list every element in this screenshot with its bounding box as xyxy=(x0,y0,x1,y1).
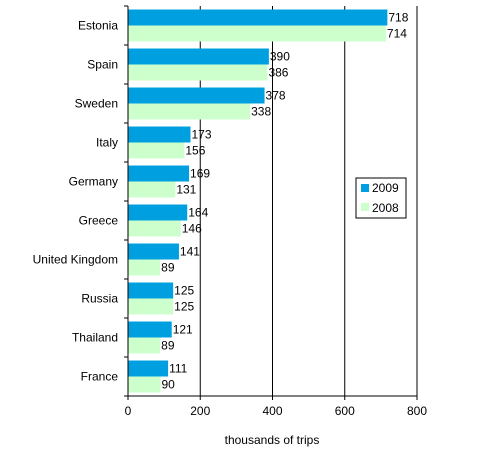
bar-sweden-2008 xyxy=(128,103,251,120)
category-label-germany: Germany xyxy=(69,175,118,189)
bar-france-2008 xyxy=(128,376,161,393)
bar-france-2009 xyxy=(128,360,169,377)
value-label-russia-2008: 125 xyxy=(174,300,194,314)
value-label-greece-2009: 164 xyxy=(188,206,208,220)
x-tick-label-800: 800 xyxy=(407,404,427,418)
value-labels: 718 714 390 386 378 338 173 156 169 131 164 146 141 8… xyxy=(161,11,409,392)
value-label-united-kingdom-2008: 89 xyxy=(161,261,175,275)
category-label-italy: Italy xyxy=(96,136,118,150)
category-label-spain: Spain xyxy=(87,58,118,72)
value-label-germany-2009: 169 xyxy=(190,167,210,181)
category-label-france: France xyxy=(81,370,119,384)
category-label-greece: Greece xyxy=(79,214,119,228)
bar-estonia-2009 xyxy=(128,9,388,26)
value-label-estonia-2008: 714 xyxy=(387,27,407,41)
bar-united-kingdom-2009 xyxy=(128,243,179,260)
legend-label-2008: 2008 xyxy=(372,201,399,215)
value-label-spain-2008: 386 xyxy=(268,66,288,80)
bar-thailand-2009 xyxy=(128,321,172,338)
bar-thailand-2008 xyxy=(128,337,161,354)
category-label-united-kingdom: United Kingdom xyxy=(33,253,118,267)
bar-estonia-2008 xyxy=(128,25,386,42)
legend-label-2009: 2009 xyxy=(372,181,399,195)
value-label-united-kingdom-2009: 141 xyxy=(180,245,200,259)
value-label-italy-2009: 173 xyxy=(191,128,211,142)
x-tick-label-200: 200 xyxy=(190,404,210,418)
value-label-thailand-2009: 121 xyxy=(173,323,193,337)
value-label-france-2009: 111 xyxy=(169,362,188,376)
bar-greece-2008 xyxy=(128,220,181,237)
gridlines xyxy=(199,6,418,396)
legend-swatch-2009 xyxy=(361,184,369,192)
bar-germany-2008 xyxy=(128,181,176,198)
bar-germany-2009 xyxy=(128,165,190,182)
x-axis: 0 200 400 600 800 xyxy=(124,5,427,418)
legend: 2009 2008 xyxy=(355,177,407,219)
value-label-greece-2008: 146 xyxy=(182,222,202,236)
bar-spain-2008 xyxy=(128,64,268,81)
value-label-italy-2008: 156 xyxy=(185,144,205,158)
bar-united-kingdom-2008 xyxy=(128,259,161,276)
bar-russia-2009 xyxy=(128,282,174,299)
category-label-sweden: Sweden xyxy=(75,97,118,111)
value-label-sweden-2008: 338 xyxy=(251,105,271,119)
x-axis-label: thousands of trips xyxy=(225,433,320,447)
x-tick-label-400: 400 xyxy=(262,404,282,418)
bar-italy-2008 xyxy=(128,142,185,159)
value-label-estonia-2009: 718 xyxy=(388,11,408,25)
bars xyxy=(128,9,388,393)
bar-russia-2008 xyxy=(128,298,174,315)
category-label-russia: Russia xyxy=(81,292,118,306)
value-label-france-2008: 90 xyxy=(162,378,176,392)
legend-swatch-2008 xyxy=(361,203,369,211)
x-tick-label-600: 600 xyxy=(335,404,355,418)
value-label-spain-2009: 390 xyxy=(270,50,290,64)
category-label-thailand: Thailand xyxy=(72,331,118,345)
bar-italy-2009 xyxy=(128,126,191,143)
category-labels: Estonia Spain Sweden Italy Germany Greece Unit… xyxy=(33,19,119,384)
value-label-sweden-2009: 378 xyxy=(266,89,286,103)
category-label-estonia: Estonia xyxy=(78,19,118,33)
x-tick-label-0: 0 xyxy=(125,404,132,418)
value-label-germany-2008: 131 xyxy=(176,183,196,197)
bar-spain-2009 xyxy=(128,48,269,65)
bar-greece-2009 xyxy=(128,204,188,221)
bar-sweden-2009 xyxy=(128,87,265,104)
value-label-thailand-2008: 89 xyxy=(161,339,175,353)
value-label-russia-2009: 125 xyxy=(174,284,194,298)
